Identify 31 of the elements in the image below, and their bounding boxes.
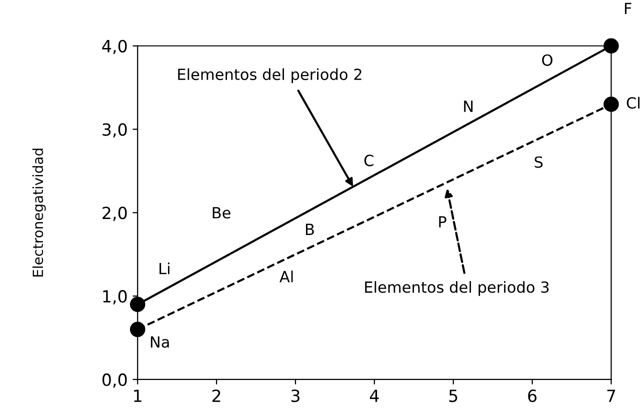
annotation: B [306,224,314,235]
annotation: Cl [626,96,640,109]
annotation: O [542,54,552,66]
y-axis-title: Electronegatividad [32,148,46,276]
x-tick-label: 4 [370,390,379,402]
annotation: Li [160,262,170,274]
x-tick-label: 2 [212,389,220,402]
annotation: Al [280,270,293,282]
x-tick-label: 6 [528,389,537,402]
annotation: F [624,2,632,14]
y-tick-label: 0,0 [102,373,127,388]
annotation: C [364,154,374,166]
point [604,96,619,112]
annotation: Elementos del periodo 2 [178,68,362,84]
x-tick-label: 3 [291,389,300,402]
y-tick-label: 2,0 [102,206,127,221]
annotation: Na [150,336,169,348]
point [130,296,146,312]
y-tick-label: 4,0 [102,40,127,54]
annotation: Elementos del periodo 3 [365,281,549,296]
y-tick-label: 3,0 [102,123,127,138]
annotation: N [464,100,473,112]
point [130,322,146,338]
x-tick-label: 7 [607,390,616,402]
point [604,38,619,54]
annotation: Be [212,207,230,219]
annotation: P [439,216,446,228]
x-tick-label: 1 [134,390,142,402]
x-tick-label: 5 [449,390,458,402]
y-tick-label: 1,0 [103,290,127,304]
annotation: S [534,156,543,168]
